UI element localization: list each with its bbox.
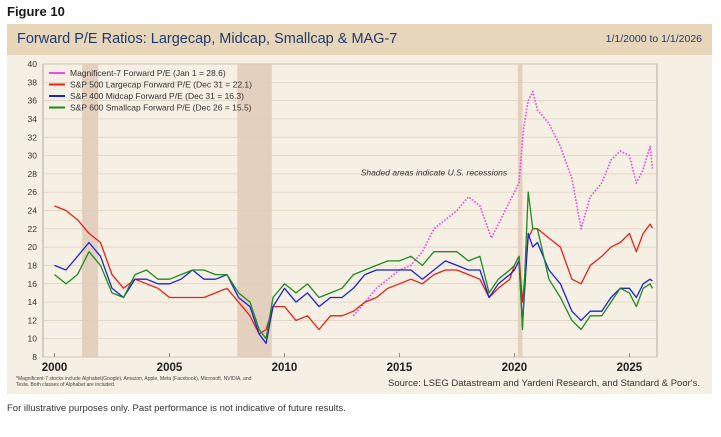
y-tick-label-12: 12	[28, 315, 38, 325]
x-tick-label-2010: 2010	[272, 362, 298, 374]
y-tick-label-26: 26	[28, 187, 38, 197]
x-tick-label-2000: 2000	[42, 362, 68, 374]
x-tick-label-2020: 2020	[502, 362, 528, 374]
x-tick-label-2025: 2025	[617, 362, 643, 374]
series-line-1	[54, 205, 653, 335]
y-tick-label-16: 16	[28, 279, 38, 289]
y-tick-label-22: 22	[28, 224, 38, 234]
y-tick-label-40: 40	[28, 59, 38, 69]
y-tick-label-30: 30	[28, 151, 38, 161]
y-tick-label-8: 8	[32, 352, 37, 362]
series-line-3	[54, 191, 653, 340]
source-note: Source: LSEG Datastream and Yardeni Rese…	[388, 378, 700, 389]
legend-label-0: Magnificent-7 Forward P/E (Jan 1 = 28.6)	[70, 68, 226, 78]
recession-annotation: Shaded areas indicate U.S. recessions	[361, 168, 508, 178]
footnote: *Magnificent-7 stocks include Alphabet(G…	[16, 376, 252, 388]
y-tick-label-14: 14	[28, 297, 38, 307]
legend-label-1: S&P 500 Largecap Forward P/E (Dec 31 = 2…	[70, 80, 252, 90]
line-chart: 8 10 12 14 16 18 20 22 24 26 28 30 32 34 36 38 40 2000 200…	[28, 59, 658, 374]
legend-label-3: S&P 600 Smallcap Forward P/E (Dec 26 = 1…	[70, 103, 252, 113]
date-range: 1/1/2000 to 1/1/2026	[605, 33, 702, 45]
series-line-2	[54, 232, 653, 344]
y-tick-label-36: 36	[28, 96, 38, 106]
legend-label-2: S&P 400 Midcap Forward P/E (Dec 31 = 16.…	[70, 91, 244, 101]
x-tick-label-2005: 2005	[157, 362, 183, 374]
y-tick-label-34: 34	[28, 114, 38, 124]
y-tick-label-18: 18	[28, 260, 38, 270]
figure-label: Figure 10	[7, 4, 65, 19]
y-tick-label-32: 32	[28, 132, 38, 142]
y-tick-label-28: 28	[28, 169, 38, 179]
chart-card: Forward P/E Ratios: Largecap, Midcap, Sm…	[7, 24, 712, 394]
disclaimer: For illustrative purposes only. Past per…	[7, 403, 346, 414]
y-tick-label-20: 20	[28, 242, 38, 252]
x-tick-label-2015: 2015	[387, 362, 413, 374]
chart-header: Forward P/E Ratios: Largecap, Midcap, Sm…	[7, 24, 712, 55]
y-tick-label-10: 10	[28, 334, 38, 344]
y-tick-label-24: 24	[28, 206, 38, 216]
series-line-0	[352, 90, 654, 317]
y-tick-label-38: 38	[28, 77, 38, 87]
chart-title: Forward P/E Ratios: Largecap, Midcap, Sm…	[17, 31, 398, 47]
